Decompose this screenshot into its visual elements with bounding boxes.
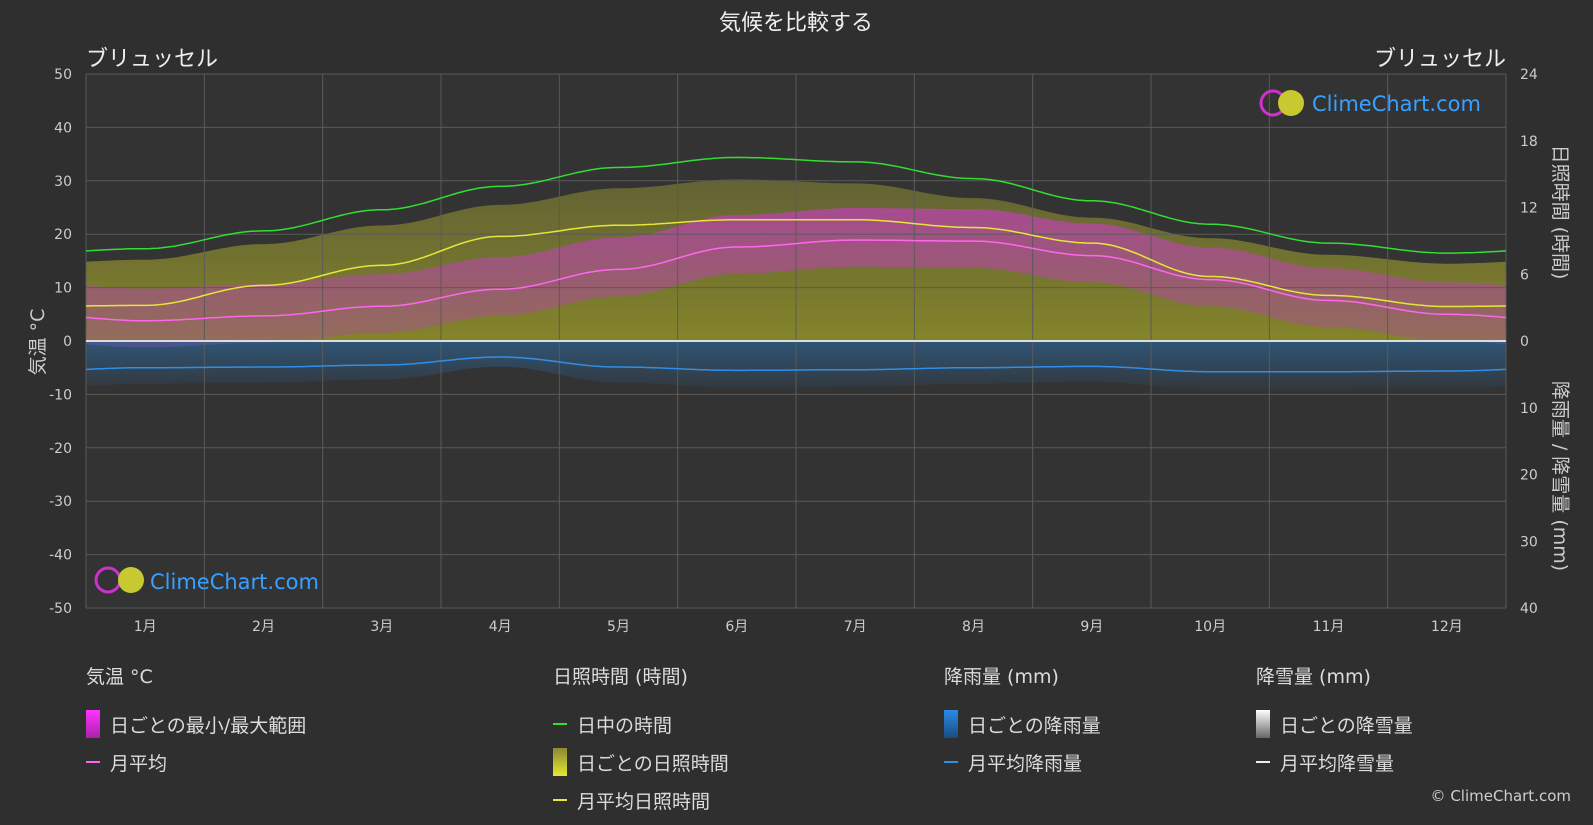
legend-rain: 降雨量 (mm) 日ごとの降雨量 月平均降雨量: [944, 662, 1101, 781]
x-tick-label: 3月: [370, 619, 393, 635]
legend-sunshine: 日照時間 (時間) 日中の時間 日ごとの日照時間 月平均日照時間: [553, 662, 729, 819]
y-left-tick-label: -40: [49, 548, 72, 564]
climate-chart: 50 40 30 20 10 0 -10 -20 -30 -40 -50 24 18 12 6 0 10 20 30…: [27, 11, 1571, 635]
y-left-tick-label: -20: [49, 441, 72, 457]
location-left: ブリュッセル: [86, 47, 218, 72]
legend-temp-avg: 月平均: [110, 752, 168, 775]
legend-rain-head: 降雨量 (mm): [944, 666, 1059, 688]
legend-sun-daylight: 日中の時間: [577, 714, 673, 737]
legend-snow-avg: 月平均降雪量: [1280, 752, 1395, 775]
x-tick-label: 1月: [134, 619, 157, 635]
y-left-tick-label: 0: [63, 334, 72, 350]
legend-temperature: 気温 °C 日ごとの最小/最大範囲 月平均: [86, 662, 306, 781]
y-left-tick-label: -30: [49, 494, 72, 510]
y-right-top-tick-label: 12: [1520, 201, 1538, 217]
legend-snow: 降雪量 (mm) 日ごとの降雪量 月平均降雪量: [1256, 662, 1413, 781]
y-right-top-tick-label: 0: [1520, 334, 1529, 350]
legend-sun-head: 日照時間 (時間): [553, 666, 688, 688]
y-right-top-tick-label: 24: [1520, 67, 1538, 83]
x-tick-label: 8月: [962, 619, 985, 635]
rain-daily-swatch: [944, 710, 958, 738]
x-tick-label: 6月: [725, 619, 748, 635]
series-line-sunshine-avg: [85, 218, 1506, 308]
y-left-tick-label: -10: [49, 387, 72, 403]
rain-avg-swatch: [944, 761, 958, 763]
y-right-bottom-tick-label: 10: [1520, 401, 1538, 417]
brand-logo-top: ClimeChart.com: [1259, 89, 1481, 117]
y-right-bottom-tick-label: 40: [1520, 601, 1538, 617]
x-tick-label: 5月: [607, 619, 630, 635]
snow-daily-swatch: [1256, 710, 1270, 738]
y-left-label: 気温 °C: [27, 309, 49, 376]
y-right-top-tick-label: 18: [1520, 134, 1538, 150]
legend-temp-range: 日ごとの最小/最大範囲: [110, 714, 307, 737]
legend-snow-daily: 日ごとの降雪量: [1280, 714, 1413, 737]
series-line-rain-avg: [85, 356, 1507, 373]
series-line-temp-avg: [85, 239, 1507, 322]
y-left-tick-label: 30: [54, 174, 72, 190]
x-tick-label: 7月: [844, 619, 867, 635]
sun-avg-swatch: [553, 799, 567, 801]
y-right-bottom-tick-label: 30: [1520, 534, 1538, 550]
x-tick-label: 11月: [1313, 619, 1345, 635]
daylight-swatch: [553, 723, 567, 725]
legend-rain-avg: 月平均降雨量: [968, 752, 1083, 775]
legend-sun-avg: 月平均日照時間: [577, 790, 711, 813]
temp-avg-swatch: [86, 761, 100, 763]
legend-sun-daily: 日ごとの日照時間: [577, 752, 729, 775]
y-right-top-label: 日照時間 (時間): [1549, 145, 1571, 280]
location-right: ブリュッセル: [1374, 47, 1506, 72]
x-tick-label: 9月: [1080, 619, 1103, 635]
brand-text-bottom: ClimeChart.com: [150, 570, 319, 594]
y-left-tick-label: 10: [54, 281, 72, 297]
temp-range-swatch: [86, 710, 100, 738]
y-left-tick-label: -50: [49, 601, 72, 617]
legend-rain-daily: 日ごとの降雨量: [968, 714, 1101, 737]
legend-snow-head: 降雪量 (mm): [1256, 666, 1371, 688]
x-tick-label: 2月: [252, 619, 275, 635]
series-line-daylight: [85, 156, 1507, 254]
copyright: © ClimeChart.com: [1430, 787, 1571, 805]
chart-title: 気候を比較する: [719, 11, 873, 36]
series-lines: [85, 156, 1507, 373]
y-left-tick-label: 50: [54, 67, 72, 83]
x-tick-label: 10月: [1194, 619, 1226, 635]
y-right-bottom-label: 降雨量 / 降雪量 (mm): [1549, 381, 1571, 571]
snow-avg-swatch: [1256, 761, 1270, 763]
y-left-tick-label: 40: [54, 120, 72, 136]
x-tick-label: 12月: [1431, 619, 1463, 635]
brand-text-top: ClimeChart.com: [1312, 92, 1481, 116]
sun-daily-swatch: [553, 748, 567, 776]
legend-temp-head: 気温 °C: [86, 666, 153, 688]
y-left-tick-label: 20: [54, 227, 72, 243]
y-right-top-tick-label: 6: [1520, 267, 1529, 283]
y-right-bottom-tick-label: 20: [1520, 468, 1538, 484]
x-tick-label: 4月: [489, 619, 512, 635]
axes: 50 40 30 20 10 0 -10 -20 -30 -40 -50 24 18 12 6 0 10 20 30…: [49, 67, 1538, 635]
brand-logo-bottom: ClimeChart.com: [94, 566, 319, 594]
